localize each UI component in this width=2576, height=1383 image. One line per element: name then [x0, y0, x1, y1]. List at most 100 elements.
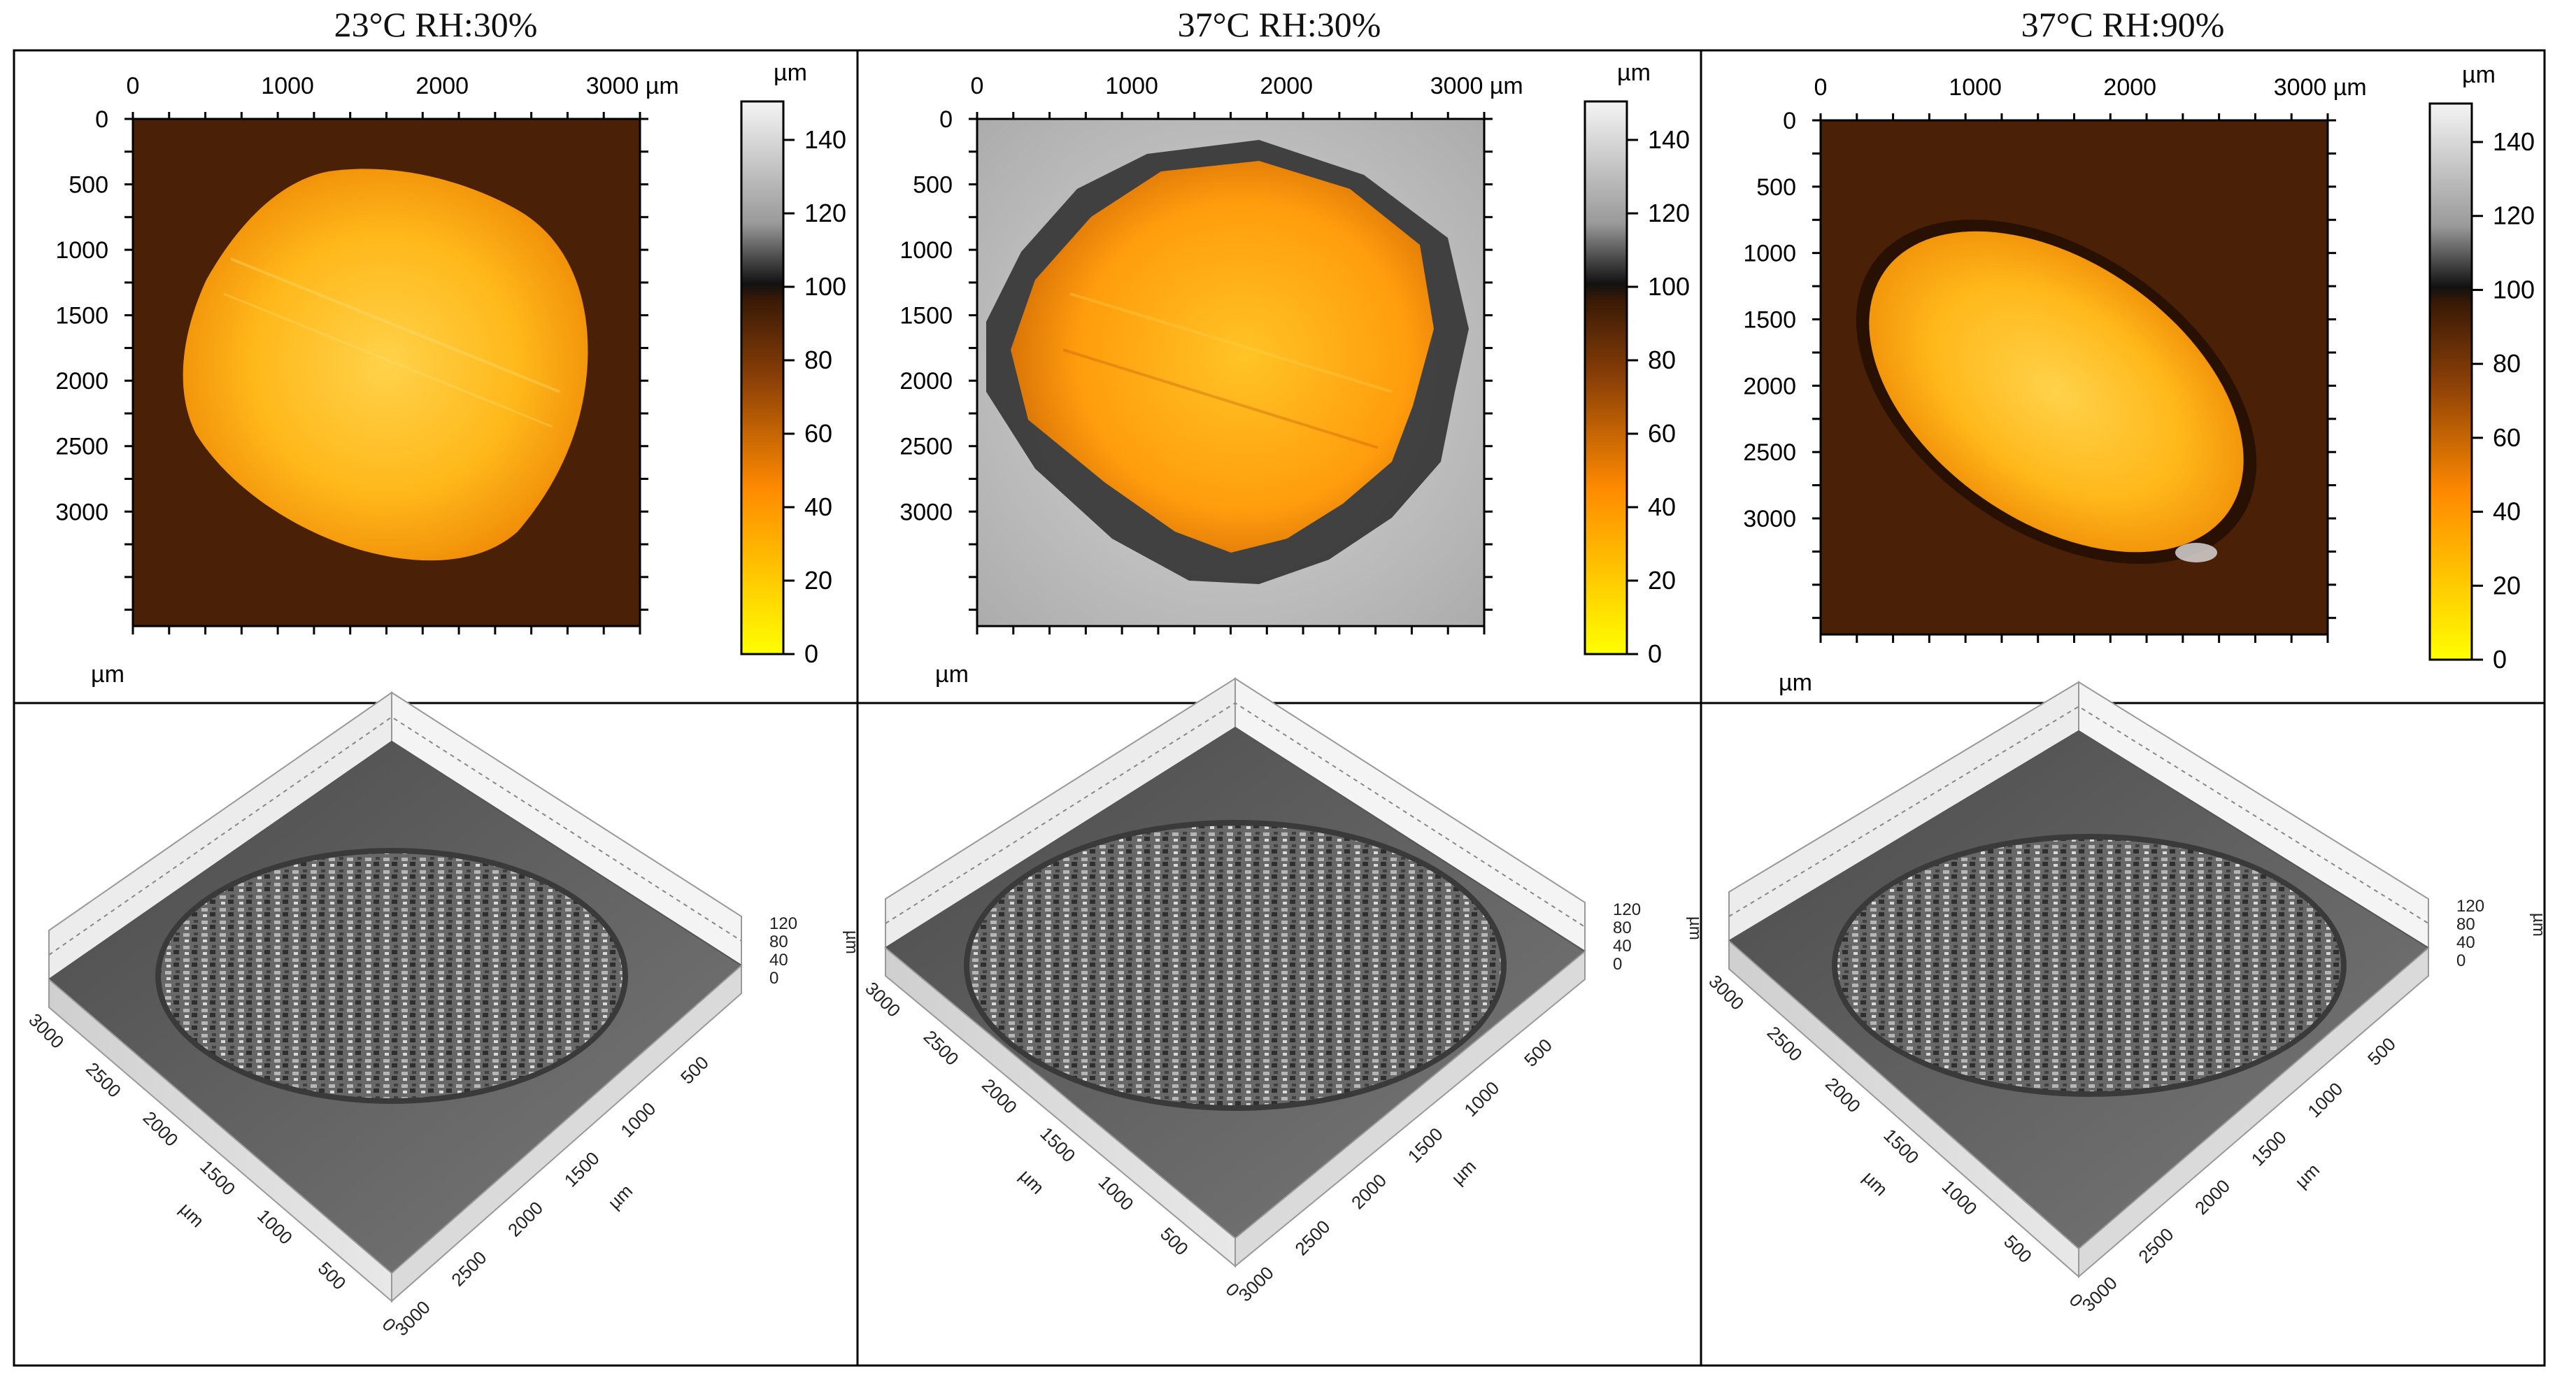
- z-unit-label: µm: [1686, 916, 1705, 940]
- colorbar-gradient: [2428, 102, 2473, 661]
- y-tick-label: 2000: [1743, 373, 1796, 399]
- colorbar-3: µm 140 120 100 80 60 40 20 0: [2428, 62, 2535, 674]
- colorbar-tick-label: 0: [2493, 645, 2507, 674]
- y-tick-label: 500: [1756, 174, 1796, 201]
- colorbar-tick-label: 60: [804, 419, 832, 448]
- x-3d-tick-label: 2000: [1347, 1170, 1390, 1213]
- 3d-view-1: 12080400µm300025002000150010005000µm5001…: [24, 691, 861, 1340]
- colorbar-tick-label: 0: [1648, 639, 1662, 668]
- specimen-3d: [161, 853, 622, 1098]
- x-3d-unit-label: µm: [2291, 1159, 2324, 1192]
- x-3d-tick-label: 2500: [2134, 1224, 2177, 1267]
- z-tick-label: 120: [1613, 900, 1641, 919]
- x-tick-label: 2000: [2103, 74, 2156, 101]
- map-axes-1: 0 1000 2000 3000 µm 0 500 1000 1500 2000 2500 3000…: [55, 73, 678, 688]
- height-map-1: [131, 118, 641, 627]
- top-axes: 0 1000 2000 3000 µm050010001500200025003000…: [55, 73, 2366, 696]
- colorbar-tick-label: 40: [1648, 492, 1676, 521]
- colorbars: µm140120100806040200µm140120100806040200…: [740, 59, 2535, 674]
- z-tick-label: 40: [2456, 933, 2475, 952]
- colorbar-tick-label: 120: [804, 199, 846, 227]
- x-3d-tick-label: 500: [1520, 1035, 1556, 1071]
- map-axes-2: 0 1000 2000 3000 µm 0 500 1000 1500 2000 2500 3000…: [899, 73, 1523, 688]
- colorbar-tick-label: 140: [804, 125, 846, 154]
- colorbar-tick-label: 120: [2493, 201, 2535, 230]
- x-tick-label: 3000 µm: [2274, 74, 2367, 101]
- x-tick-label: 0: [971, 73, 984, 99]
- z-tick-label: 0: [1613, 955, 1622, 974]
- y-3d-unit-label: µm: [1016, 1165, 1048, 1198]
- x-tick-label: 2000: [415, 73, 469, 99]
- x-3d-tick-label: 1500: [560, 1147, 604, 1191]
- colorbar-tick-label: 0: [804, 639, 818, 668]
- x-tick-label: 3000 µm: [586, 73, 679, 99]
- colorbar-unit: µm: [774, 59, 807, 86]
- z-tick-label: 0: [769, 969, 778, 988]
- x-3d-tick-label: 1000: [2303, 1078, 2347, 1121]
- colorbar-tick-label: 80: [2493, 349, 2521, 378]
- x-3d-tick-label: 2500: [1290, 1216, 1334, 1259]
- front-side-right: [2078, 946, 2429, 1279]
- y-tick-label: 3000: [55, 499, 108, 525]
- colorbar-tick-label: 20: [1648, 566, 1676, 595]
- x-tick-label: 1000: [261, 73, 314, 99]
- specimen-2: [1011, 161, 1434, 553]
- y-tick-label: 2000: [55, 368, 108, 395]
- wall-gridline: [885, 702, 1586, 928]
- 3d-view-3: 12080400µm300025002000150010005000µm5001…: [1705, 681, 2548, 1316]
- x-3d-unit-label: µm: [1447, 1156, 1480, 1189]
- y-tick-label: 1500: [1743, 307, 1796, 334]
- axis-unit-label: µm: [91, 661, 124, 688]
- specimen-3d: [969, 825, 1501, 1105]
- 3d-view-2: 12080400µm300025002000150010005000µm5001…: [861, 677, 1705, 1305]
- x-3d-tick-label: 1500: [1404, 1123, 1447, 1167]
- z-tick-label: 40: [1613, 937, 1632, 956]
- y-tick-label: 2500: [899, 434, 953, 460]
- wall-gridline: [1728, 705, 2429, 924]
- axis-unit-label: µm: [935, 661, 969, 688]
- specimen-1: [183, 169, 588, 561]
- height-map-2: [976, 118, 1486, 627]
- x-tick-label: 0: [127, 73, 140, 99]
- axis-unit-label: µm: [1779, 669, 1812, 696]
- colorbar-tick-label: 40: [804, 492, 832, 521]
- colorbar-tick-label: 60: [1648, 419, 1676, 448]
- front-side-right: [391, 963, 742, 1303]
- colorbar-gradient: [1584, 100, 1628, 655]
- map-axes-3: 0 1000 2000 3000 µm 0 500 1000 1500 2000 2500 3000…: [1743, 74, 2366, 696]
- z-tick-label: 120: [2456, 897, 2484, 916]
- x-3d-tick-label: 500: [2363, 1033, 2400, 1070]
- x-3d-tick-label: 3000: [1234, 1262, 1278, 1305]
- x-3d-unit-label: µm: [604, 1180, 636, 1213]
- column-title-2: 37°C RH:30%: [1177, 5, 1381, 44]
- column-title-3: 37°C RH:90%: [2021, 5, 2225, 44]
- z-tick-label: 120: [769, 914, 797, 933]
- x-3d-tick-label: 1000: [616, 1098, 660, 1142]
- colorbar-tick-label: 100: [1648, 272, 1690, 301]
- colorbar-tick-label: 140: [2493, 127, 2535, 156]
- x-tick-label: 1000: [1105, 73, 1158, 99]
- y-tick-label: 1000: [899, 237, 953, 264]
- colorbar-1: µm 140 120 100 80 60 40 20 0: [740, 59, 846, 668]
- front-side-right: [1234, 949, 1586, 1268]
- colorbar-tick-label: 100: [804, 272, 846, 301]
- z-unit-label: µm: [842, 930, 861, 954]
- y-3d-unit-label: µm: [176, 1198, 208, 1231]
- z-tick-label: 80: [1613, 919, 1632, 937]
- y-tick-label: 1500: [899, 303, 953, 329]
- y-tick-label: 500: [913, 172, 953, 199]
- height-map-3: [1819, 119, 2329, 636]
- colorbar-tick-label: 120: [1648, 199, 1690, 227]
- x-tick-label: 3000 µm: [1430, 73, 1523, 99]
- y-tick-label: 0: [1783, 108, 1796, 134]
- table-frame: [13, 49, 2546, 1367]
- x-3d-tick-label: 2000: [504, 1197, 547, 1240]
- colorbar-2: µm 140 120 100 80 60 40 20 0: [1584, 59, 1690, 668]
- colorbar-unit: µm: [2462, 62, 2496, 88]
- colorbar-tick-label: 40: [2493, 497, 2521, 526]
- x-3d-tick-label: 2000: [2191, 1175, 2234, 1219]
- z-tick-label: 0: [2456, 951, 2465, 970]
- y-tick-label: 2500: [55, 434, 108, 460]
- colorbar-gradient: [740, 100, 785, 655]
